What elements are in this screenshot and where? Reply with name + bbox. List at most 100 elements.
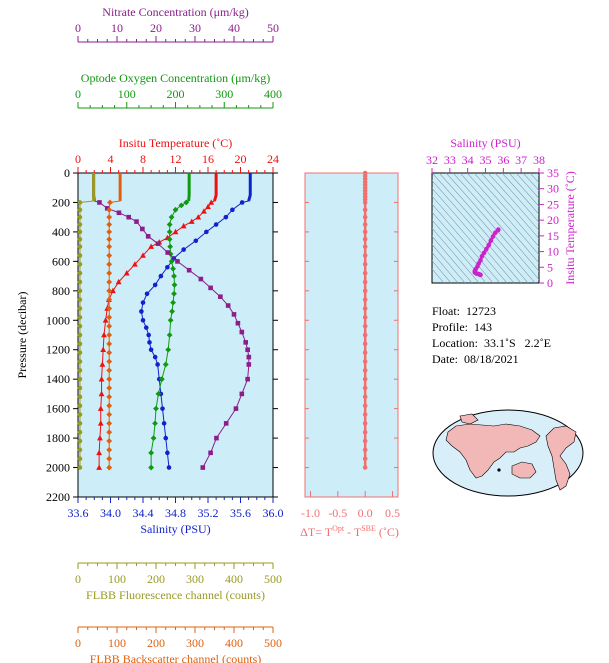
backscatter-point <box>106 305 113 312</box>
temperature-point <box>180 222 187 229</box>
ts-x-axis-label: Salinity (PSU) <box>450 136 520 150</box>
salinity-point <box>146 332 151 338</box>
fluorescence-point <box>77 341 83 347</box>
oxygen-point <box>152 420 158 427</box>
backscatter-point <box>106 314 113 321</box>
backscatter-point <box>106 455 113 462</box>
nitrate-point <box>155 241 161 246</box>
fluorescence-point <box>77 385 83 391</box>
oxygen-point <box>162 361 169 368</box>
fluorescence-point <box>77 270 83 276</box>
oxygen-point <box>171 290 177 297</box>
oxygen-point <box>158 376 165 383</box>
profile-label: Profile: <box>432 320 468 334</box>
nitrate-point <box>198 276 204 282</box>
oxygen-tick-label: 0 <box>75 87 81 101</box>
salinity-point <box>140 317 146 323</box>
ts-density-contour <box>432 187 515 283</box>
temperature-point <box>201 208 207 214</box>
temperature-tick-label: 12 <box>170 152 182 166</box>
backscatter-point <box>106 393 113 400</box>
nitrate-point <box>208 450 213 456</box>
nitrate-point <box>246 362 252 367</box>
fluorescence-point <box>77 315 83 320</box>
salinity-point <box>139 309 144 314</box>
ts-y-tick-label: 10 <box>547 245 559 259</box>
ts-y-tick-label: 20 <box>547 213 559 227</box>
salinity-point <box>148 347 154 353</box>
nitrate-point <box>208 285 213 291</box>
ts-point <box>488 238 494 243</box>
fluorescence-point <box>77 288 83 294</box>
backscatter-tick-label: 400 <box>225 636 243 650</box>
ts-y-axis-label: Insitu Temperature (˚C) <box>563 171 577 285</box>
ts-y-tick-label: 25 <box>547 197 559 211</box>
delta-t-plot-area <box>304 172 399 498</box>
temperature-point <box>172 228 179 235</box>
fluorescence-tick-label: 0 <box>75 572 81 586</box>
ts-density-contour <box>432 180 522 283</box>
salinity-point <box>152 282 158 288</box>
nitrate-point <box>140 226 145 232</box>
oxygen-point <box>166 332 173 338</box>
backscatter-point <box>106 229 113 235</box>
salinity-point <box>239 200 245 205</box>
backscatter-point <box>106 446 113 453</box>
fluorescence-point <box>77 279 83 285</box>
delta-t-point <box>362 323 368 329</box>
delta-t-point <box>362 306 368 311</box>
delta-t-point <box>362 253 368 258</box>
ts-density-contour <box>473 173 539 248</box>
backscatter-axis-label: FLBB Backscatter channel (counts) <box>90 652 262 663</box>
nitrate-tick-label: 10 <box>111 21 123 35</box>
delta-t-point <box>362 394 368 400</box>
temperature-point <box>102 317 109 323</box>
y-tick-label: 1000 <box>46 313 70 327</box>
delta-t-point <box>362 412 368 417</box>
delta-t-point <box>362 447 368 453</box>
fluorescence-point <box>77 222 83 227</box>
backscatter-point <box>106 429 113 436</box>
nitrate-point <box>233 406 239 411</box>
temperature-point <box>96 464 103 470</box>
fluorescence-point <box>77 350 83 355</box>
nitrate-point <box>243 340 248 345</box>
salinity-point <box>204 229 209 235</box>
delta-t-point <box>362 385 368 391</box>
ts-density-contour <box>432 260 452 283</box>
delta-t-point <box>362 421 368 426</box>
ts-density-contour <box>501 173 539 215</box>
fluorescence-point <box>77 332 83 338</box>
nitrate-tick-label: 40 <box>228 21 240 35</box>
backscatter-point <box>106 376 113 383</box>
nitrate-tick-label: 0 <box>75 21 81 35</box>
profile-info: Profile: 143 <box>432 320 492 335</box>
backscatter-point <box>106 464 113 471</box>
y-tick-label: 200 <box>52 195 70 209</box>
ts-x-tick-label: 37 <box>515 153 527 167</box>
oxygen-tick-label: 400 <box>264 87 282 101</box>
oxygen-point <box>148 449 155 456</box>
delta-t-point <box>362 332 368 338</box>
fluorescence-point <box>77 368 83 373</box>
ts-density-contour <box>438 173 536 283</box>
fluorescence-tick-label: 500 <box>264 572 282 586</box>
ts-x-tick-label: 33 <box>444 153 456 167</box>
oxygen-tick-label: 300 <box>215 87 233 101</box>
oxygen-point <box>167 243 174 250</box>
delta-t-point <box>362 376 368 382</box>
temperature-point <box>96 449 103 456</box>
nitrate-point <box>235 320 241 326</box>
oxygen-tick-label: 200 <box>167 87 185 101</box>
ts-point <box>484 246 489 252</box>
y-tick-label: 400 <box>52 225 70 239</box>
backscatter-point <box>106 340 113 347</box>
backscatter-point <box>106 349 113 356</box>
backscatter-point <box>106 243 113 250</box>
salinity-tick-label: 35.6 <box>230 506 251 520</box>
nitrate-point <box>175 259 180 264</box>
oxygen-point <box>167 317 174 324</box>
temperature-point <box>140 252 146 258</box>
location-info: Location: 33.1˚S 2.2˚E <box>432 336 551 351</box>
